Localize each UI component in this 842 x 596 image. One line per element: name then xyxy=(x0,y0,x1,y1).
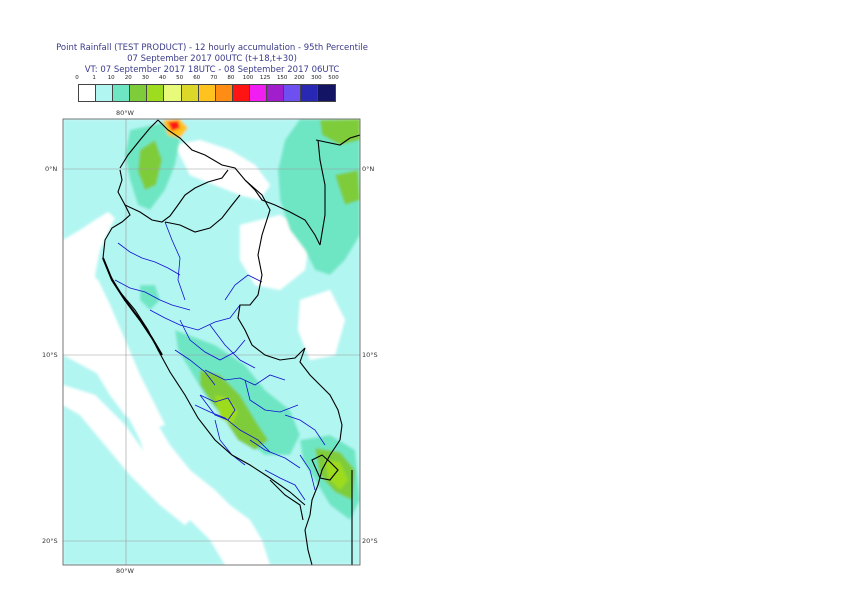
legend-label: 20 xyxy=(124,75,132,81)
legend-swatch xyxy=(198,85,216,101)
legend-swatch xyxy=(181,85,199,101)
map-area xyxy=(63,119,360,565)
validity-time: VT: 07 September 2017 18UTC - 08 Septemb… xyxy=(84,65,340,75)
legend-label: 200 xyxy=(294,75,305,81)
map-frame xyxy=(62,118,361,566)
legend-swatch xyxy=(215,85,233,101)
latitude-label-right: 20°S xyxy=(362,537,378,545)
rain-band-10-20 xyxy=(278,119,360,275)
coastline xyxy=(102,257,163,356)
legend-label: 500 xyxy=(328,75,339,81)
legend-label: 50 xyxy=(176,75,184,81)
rain-band-0-1 xyxy=(70,265,165,430)
latitude-label-right: 0°N xyxy=(362,165,375,173)
legend-label: 125 xyxy=(259,75,271,81)
graticule xyxy=(63,119,360,565)
legend-swatch xyxy=(164,85,182,101)
latitude-label-left: 0°N xyxy=(45,165,58,173)
latitude-label-left: 20°S xyxy=(42,537,58,545)
legend-swatch xyxy=(147,85,165,101)
legend-label: 0 xyxy=(75,75,79,81)
legend-swatch xyxy=(284,85,302,101)
national-borders xyxy=(102,119,360,565)
latitude-label-left: 10°S xyxy=(42,351,58,359)
rainfall-field xyxy=(63,119,360,565)
legend-label: 150 xyxy=(276,75,288,81)
legend-label: 10 xyxy=(107,75,115,81)
legend-label: 70 xyxy=(210,75,218,81)
legend-label: 40 xyxy=(159,75,166,81)
longitude-label-bottom: 80°W xyxy=(116,567,134,575)
legend-labels: 0 1 10 20 30 40 50 60 70 80 100 125 150 … xyxy=(60,75,360,84)
legend-label: 100 xyxy=(242,75,254,81)
legend-swatch xyxy=(318,85,336,101)
longitude-label-top: 80°W xyxy=(116,109,134,117)
legend-swatch xyxy=(232,85,250,101)
legend-label: 1 xyxy=(92,75,96,81)
legend-label: 80 xyxy=(227,75,235,81)
legend-label: 60 xyxy=(193,75,201,81)
legend-label: 300 xyxy=(311,75,322,81)
color-legend xyxy=(78,84,337,102)
latitude-label-right: 10°S xyxy=(362,351,378,359)
legend-swatch xyxy=(113,85,131,101)
legend-swatch xyxy=(79,85,97,101)
legend-label: 30 xyxy=(141,75,149,81)
legend-swatch xyxy=(301,85,319,101)
forecast-base-time: 07 September 2017 00UTC (t+18,t+30) xyxy=(127,54,297,64)
legend-swatch xyxy=(267,85,285,101)
legend-swatch xyxy=(96,85,114,101)
legend-swatch xyxy=(249,85,268,101)
map-title: Point Rainfall (TEST PRODUCT) - 12 hourl… xyxy=(56,43,368,53)
regional-boundaries xyxy=(114,221,326,501)
legend-swatch xyxy=(130,85,148,101)
rain-band-80-100 xyxy=(168,121,180,131)
